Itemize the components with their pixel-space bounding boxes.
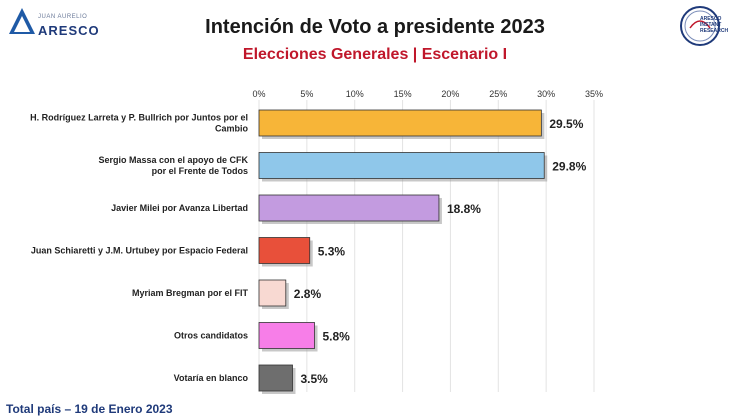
bar	[258, 152, 545, 179]
category-label: por el Frente de Todos	[152, 166, 248, 176]
data-label: 29.5%	[549, 117, 583, 131]
bar	[258, 237, 311, 264]
x-tick-label: 20%	[441, 89, 459, 99]
x-tick-label: 30%	[537, 89, 555, 99]
aresco-triangle-icon	[9, 8, 35, 34]
x-tick-label: 10%	[346, 89, 364, 99]
logo-small-text: JUAN AURELIO	[38, 14, 88, 20]
x-tick-label: 15%	[394, 89, 412, 99]
footer-date: Total país – 19 de Enero 2023	[6, 402, 173, 416]
data-label: 5.3%	[318, 245, 346, 259]
bar	[258, 279, 287, 307]
category-label: Javier Milei por Avanza Libertad	[111, 203, 248, 213]
data-label: 3.5%	[301, 372, 329, 386]
category-label: Cambio	[215, 124, 249, 134]
x-tick-label: 25%	[489, 89, 507, 99]
aresco-research-seal: ARESCO INSTANT RESEARCH	[678, 4, 738, 48]
bar	[258, 194, 440, 222]
data-label: 29.8%	[552, 160, 586, 174]
category-label: H. Rodríguez Larreta y P. Bullrich por J…	[30, 113, 248, 123]
data-label: 2.8%	[294, 287, 322, 301]
x-tick-label: 0%	[252, 89, 265, 99]
seal-globe-icon	[680, 6, 720, 46]
aresco-logo: JUAN AURELIO ARESCO	[8, 6, 118, 46]
bar	[258, 364, 293, 392]
category-label: Sergio Massa con el apoyo de CFK	[98, 155, 248, 165]
logo-brand-name: ARESCO	[38, 23, 100, 38]
bar	[258, 109, 542, 137]
chart-title: Intención de Voto a presidente 2023	[205, 16, 545, 38]
x-tick-label: 5%	[300, 89, 313, 99]
category-label: Myriam Bregman por el FIT	[132, 288, 249, 298]
bar	[258, 322, 315, 349]
chart-subtitle: Elecciones Generales | Escenario I	[242, 46, 508, 63]
data-label: 5.8%	[323, 330, 351, 344]
category-label: Otros candidatos	[174, 331, 248, 341]
bar-chart: 0% 5% 10% 15% 20% 25% 30% 35% 29.5% H. Rodríguez …	[30, 89, 603, 394]
category-label: Votaría en blanco	[174, 373, 249, 383]
seal-text: ARESCO INSTANT RESEARCH	[700, 16, 729, 34]
x-tick-label: 35%	[585, 89, 603, 99]
data-label: 18.8%	[447, 202, 481, 216]
category-label: Juan Schiaretti y J.M. Urtubey por Espac…	[31, 246, 248, 256]
